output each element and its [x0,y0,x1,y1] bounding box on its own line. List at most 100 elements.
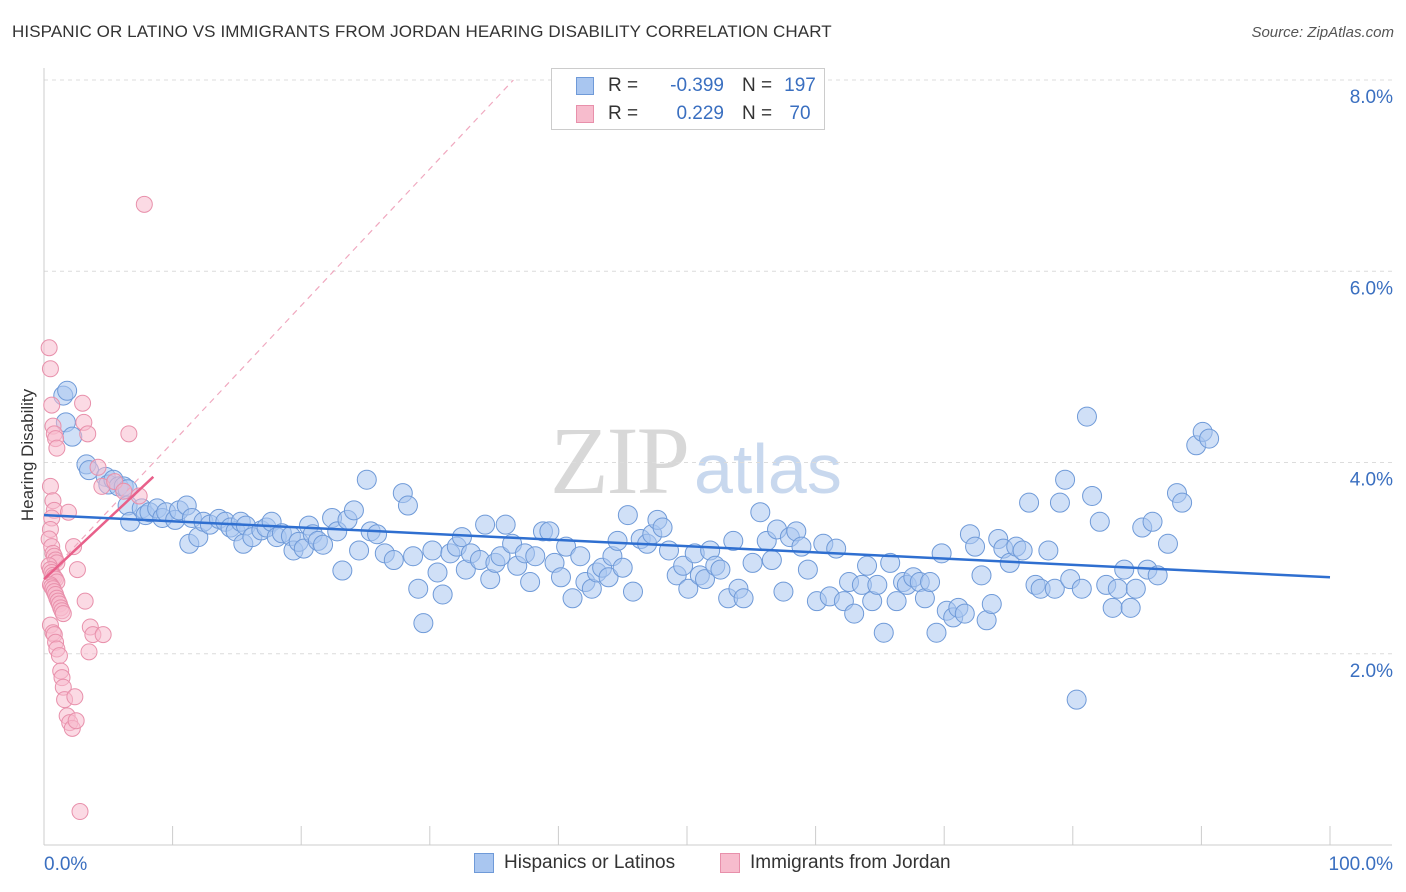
correlation-legend: R = -0.399 N = 197 R = 0.229 N = 70 [551,68,825,130]
data-point-jordan [50,647,68,665]
data-point-hispanics [981,594,1002,615]
data-point-hispanics [343,500,364,521]
data-point-hispanics [844,603,865,624]
data-point-hispanics [867,574,888,595]
legend-item-hispanics[interactable]: Hispanics or Latinos [474,852,675,874]
data-point-hispanics [612,557,633,578]
data-point-hispanics [1038,540,1059,561]
data-point-hispanics [397,495,418,516]
data-point-jordan [59,503,77,521]
data-point-hispanics [525,546,546,567]
legend-swatch-pink [576,105,594,123]
data-point-hispanics [873,622,894,643]
data-point-jordan [76,592,94,610]
data-point-hispanics [520,572,541,593]
data-point-jordan [80,643,98,661]
data-point-hispanics [495,514,516,535]
data-point-jordan [79,425,97,443]
data-point-jordan [74,394,92,412]
data-point-hispanics [791,536,812,557]
series-legend: Hispanics or Latinos Immigrants from Jor… [0,850,1406,878]
data-point-hispanics [556,536,577,557]
legend-n-label: N = [742,75,773,96]
tick-labels: 2.0% 4.0% 6.0% 8.0% 0.0% 100.0% [44,87,1393,875]
data-point-hispanics [332,560,353,581]
data-point-hispanics [886,591,907,612]
data-point-hispanics [349,540,370,561]
data-point-hispanics [622,581,643,602]
y-tick-label: 6.0% [1350,278,1393,299]
data-point-jordan [135,195,153,213]
data-point-hispanics [880,552,901,573]
data-point-hispanics [422,540,443,561]
data-point-jordan [40,339,58,357]
legend-swatch-pink [720,853,740,873]
data-point-hispanics [773,581,794,602]
data-point-jordan [115,482,133,500]
data-point-hispanics [427,562,448,583]
data-point-jordan [41,477,59,495]
data-point-hispanics [1120,597,1141,618]
data-point-hispanics [1055,469,1076,490]
data-point-jordan [89,458,107,476]
legend-row-jordan: R = 0.229 N = 70 [552,100,820,128]
data-point-hispanics [408,578,429,599]
data-point-hispanics [383,550,404,571]
data-point-hispanics [761,550,782,571]
legend-n-label: N = [742,103,773,124]
data-point-jordan [71,803,89,821]
data-point-hispanics [965,536,986,557]
legend-label-jordan: Immigrants from Jordan [750,852,951,873]
data-point-hispanics [652,517,673,538]
trend-line-jordan [43,475,155,581]
data-point-hispanics [733,588,754,609]
data-point-hispanics [1172,492,1193,513]
data-point-hispanics [539,521,560,542]
data-point-hispanics [1049,492,1070,513]
data-point-hispanics [1114,559,1135,580]
data-point-hispanics [475,514,496,535]
data-point-hispanics [1076,406,1097,427]
data-point-hispanics [742,552,763,573]
trend-line-jordan-extended [43,79,514,580]
data-point-hispanics [1066,689,1087,710]
data-point-hispanics [607,530,628,551]
y-axis-label: Hearing Disability [18,388,37,522]
data-point-hispanics [562,588,583,609]
legend-item-jordan[interactable]: Immigrants from Jordan [720,852,951,874]
data-point-hispanics [954,603,975,624]
data-point-hispanics [750,502,771,523]
data-point-hispanics [403,546,424,567]
trend-lines [43,79,1331,581]
data-point-hispanics [367,524,388,545]
data-point-jordan [94,626,112,644]
data-point-hispanics [1019,492,1040,513]
data-point-hispanics [617,505,638,526]
data-point-hispanics [1089,511,1110,532]
trend-line-hispanics [43,513,1331,579]
legend-swatch-blue [474,853,494,873]
data-point-hispanics [313,534,334,555]
y-tick-label: 4.0% [1350,470,1393,491]
data-point-hispanics [490,546,511,567]
data-point-hispanics [432,584,453,605]
data-point-hispanics [1082,485,1103,506]
data-point-jordan [41,360,59,378]
legend-r-value: 0.229 [676,103,724,124]
legend-n-value: 70 [789,103,811,124]
data-point-jordan [66,688,84,706]
data-point-jordan [68,561,86,579]
data-point-hispanics [356,469,377,490]
data-point-hispanics [413,613,434,634]
legend-row-hispanics: R = -0.399 N = 197 [552,72,820,100]
legend-r-value: -0.399 [670,75,724,96]
data-point-jordan [48,439,66,457]
series-hispanics-points [53,380,1220,710]
legend-label-hispanics: Hispanics or Latinos [504,852,676,873]
data-point-hispanics [1199,428,1220,449]
source-label: Source: ZipAtlas.com [1251,24,1394,41]
data-point-hispanics [1157,533,1178,554]
data-point-hispanics [1044,578,1065,599]
data-point-jordan [67,712,85,730]
